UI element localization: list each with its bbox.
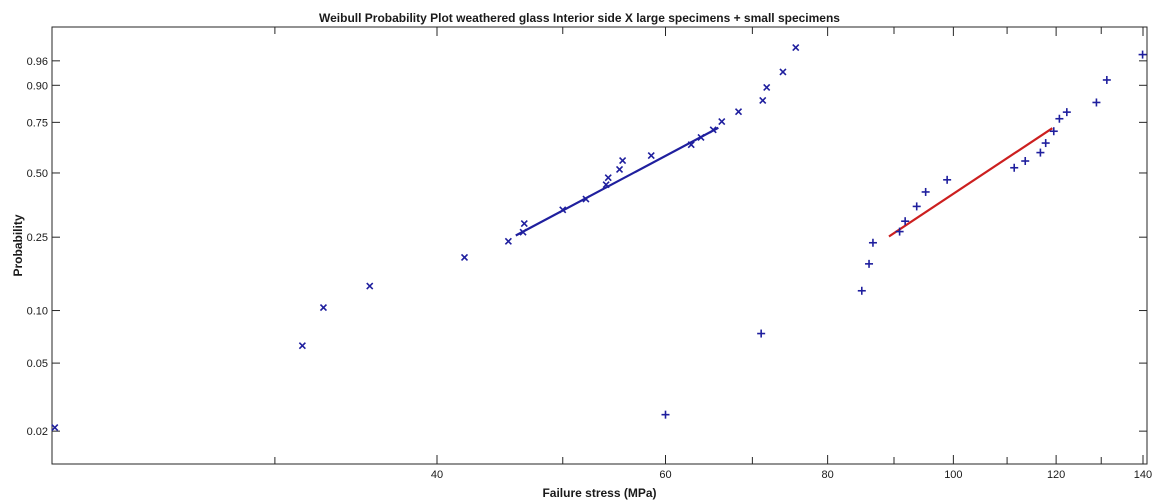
data-points (51, 43, 1147, 432)
x-marker-point (779, 68, 787, 76)
y-tick-label: 0.02 (27, 426, 48, 438)
axis-ticks: 40 60 80 100 120 140 0.02 0.05 0.10 0.25 0.50 0.75 0… (27, 27, 1152, 481)
x-marker-stroke (366, 282, 374, 290)
x-marker-stroke (687, 141, 695, 149)
plot-area (51, 26, 1148, 465)
x-marker-stroke (718, 117, 726, 126)
plus-marker-point (865, 259, 874, 268)
x-marker-point (460, 253, 469, 261)
plus-marker-point (868, 238, 877, 247)
y-tick-label: 0.90 (27, 80, 48, 92)
plus-marker-point (1021, 157, 1030, 166)
x-marker-stroke (319, 303, 328, 312)
x-marker-stroke (604, 174, 612, 182)
x-marker-point (647, 152, 655, 160)
x-marker-stroke (520, 219, 528, 228)
x-marker-point (759, 96, 767, 105)
x-marker-stroke (504, 237, 512, 245)
x-tick-label: 80 (821, 469, 833, 481)
x-marker-stroke (709, 126, 717, 134)
plus-marker-point (1041, 139, 1050, 148)
x-marker-point (504, 237, 512, 245)
x-marker-stroke (615, 165, 624, 173)
y-tick-label: 0.25 (27, 232, 48, 244)
x-marker-stroke (602, 181, 610, 189)
x-marker-point (298, 342, 306, 350)
x-marker-point (319, 303, 328, 312)
x-marker-stroke (734, 108, 743, 116)
x-marker-point (763, 83, 771, 92)
plus-marker-point (895, 227, 904, 236)
x-marker-stroke (763, 83, 771, 92)
y-tick-label: 0.10 (27, 306, 48, 318)
fit-lines (515, 126, 1053, 238)
x-marker-stroke (792, 43, 800, 52)
x-marker-point (519, 228, 527, 236)
x-marker-point (792, 43, 800, 52)
x-marker-point (559, 206, 567, 214)
plus-marker-point (1055, 114, 1064, 123)
x-tick-label: 140 (1134, 469, 1152, 481)
x-marker-stroke (759, 96, 767, 105)
x-marker-stroke (697, 133, 705, 142)
plus-marker-point (921, 187, 930, 196)
plus-marker-point (661, 410, 670, 419)
x-tick-label: 60 (659, 469, 671, 481)
plus-marker-point (1062, 108, 1071, 117)
x-marker-point (604, 174, 612, 182)
y-tick-label: 0.50 (27, 168, 48, 180)
plus-marker-point (1138, 50, 1147, 59)
x-marker-point (582, 195, 590, 203)
x-marker-point (520, 219, 528, 228)
plus-marker-point (1092, 98, 1101, 107)
x-marker-point (602, 181, 610, 189)
y-tick-label: 0.96 (27, 56, 48, 68)
x-marker-stroke (582, 195, 590, 203)
plus-marker-point (1036, 148, 1045, 157)
x-marker-point (687, 141, 695, 149)
x-tick-label: 40 (431, 469, 443, 481)
x-marker-point (697, 133, 705, 142)
x-marker-stroke (619, 157, 627, 165)
plus-marker-point (857, 286, 866, 295)
x-marker-point (718, 117, 726, 126)
x-marker-stroke (519, 228, 527, 236)
x-marker-point (709, 126, 717, 134)
plus-marker-point (1102, 75, 1111, 84)
plus-marker-point (757, 329, 766, 338)
x-marker-stroke (647, 152, 655, 160)
x-marker-stroke (51, 423, 59, 432)
fit-line (515, 126, 719, 237)
y-tick-label: 0.05 (27, 358, 48, 370)
x-marker-stroke (559, 206, 567, 214)
plus-marker-point (1049, 127, 1058, 136)
plus-marker-point (901, 217, 910, 226)
fit-line (888, 127, 1053, 238)
x-marker-stroke (460, 253, 469, 261)
x-tick-label: 100 (944, 469, 962, 481)
plus-marker-point (943, 175, 952, 184)
y-tick-label: 0.75 (27, 117, 48, 129)
chart-title: Weibull Probability Plot weathered glass… (319, 11, 840, 25)
x-marker-point (51, 423, 59, 432)
x-marker-point (619, 157, 627, 165)
x-tick-label: 120 (1047, 469, 1065, 481)
x-marker-stroke (298, 342, 306, 350)
x-marker-point (615, 165, 624, 173)
x-axis-title: Failure stress (MPa) (542, 486, 656, 500)
plus-marker-point (1010, 163, 1019, 172)
y-axis-title: Probability (11, 214, 25, 276)
x-marker-stroke (779, 68, 787, 76)
x-marker-point (734, 108, 743, 116)
x-marker-point (366, 282, 374, 290)
plus-marker-point (912, 202, 921, 211)
